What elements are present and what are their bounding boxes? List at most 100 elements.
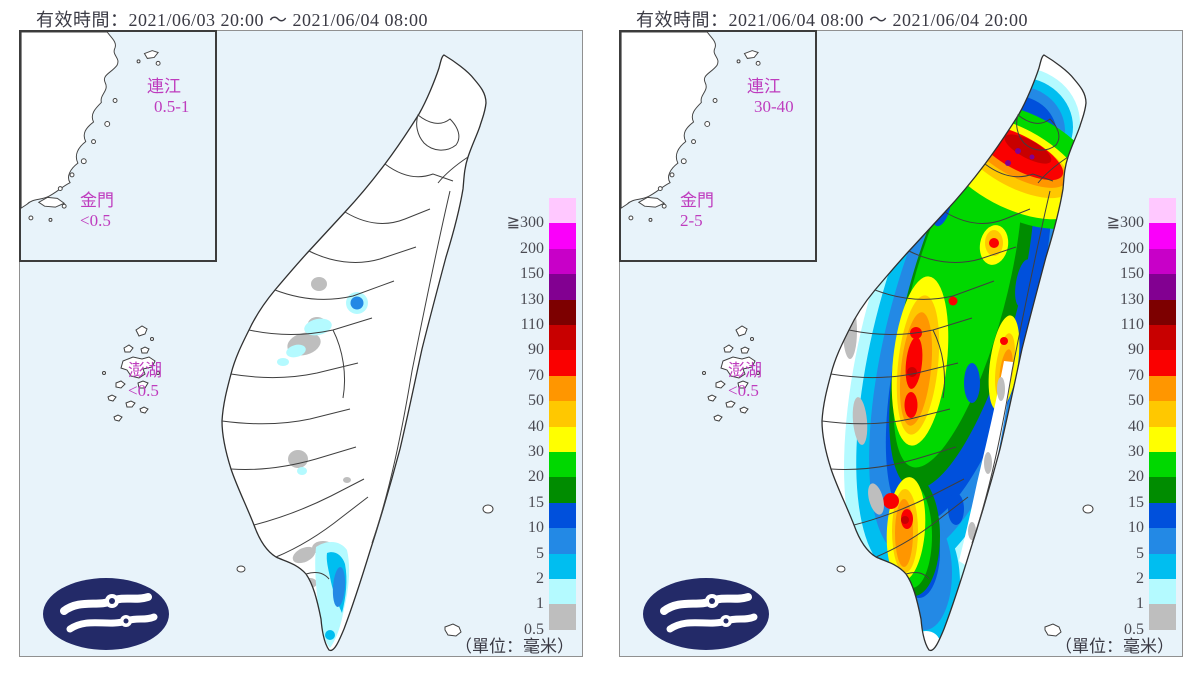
legend-color-swatch-40 <box>549 401 576 427</box>
legend-color-swatch-30 <box>1149 426 1176 452</box>
legend-threshold-label-2: 2 <box>536 570 544 587</box>
legend-color-swatch-20 <box>1149 452 1176 478</box>
legend-color-swatch-110 <box>1149 299 1176 325</box>
legend-threshold-label-30: 30 <box>528 443 544 460</box>
legend-threshold-label-15: 15 <box>528 493 544 511</box>
rainfall-shading-right <box>843 67 1086 651</box>
cwb-logo-right <box>642 577 770 651</box>
legend-threshold-label-70: 70 <box>1128 366 1144 384</box>
lienchiang-label-left: 連江 0.5-1 <box>147 77 189 118</box>
legend-threshold-label-1: 1 <box>536 595 544 613</box>
legend-color-swatch-15 <box>1149 477 1176 503</box>
legend-threshold-label-10: 10 <box>1128 519 1144 537</box>
legend-color-swatch-5 <box>549 528 576 554</box>
legend-threshold-label-1: 1 <box>1136 595 1144 613</box>
legend-threshold-label-130: 130 <box>1120 290 1144 308</box>
legend-threshold-label-200: 200 <box>1120 239 1144 257</box>
legend-threshold-label-70: 70 <box>528 366 544 384</box>
legend-color-swatch-0.5 <box>549 604 576 630</box>
kinmen-value: 2-5 <box>680 211 703 231</box>
legend-threshold-label-150: 150 <box>520 265 544 283</box>
kinmen-name: 金門 <box>80 191 114 210</box>
legend-color-swatch-70 <box>549 350 576 376</box>
legend-color-swatch-20 <box>549 452 576 478</box>
legend-color-swatch-5 <box>1149 528 1176 554</box>
lienchiang-name: 連江 <box>147 77 181 96</box>
legend-color-swatch-150 <box>1149 248 1176 275</box>
legend-threshold-label-50: 50 <box>528 392 544 410</box>
taiwan-map-right <box>702 54 1094 652</box>
kinmen-label-right: 金門 2-5 <box>680 191 714 232</box>
rainfall-legend-left: ≧300 200 150 130 110 90 70 50 40 30 20 15 10 5 2 1 0.5 <box>494 198 580 637</box>
cwb-logo-left <box>42 577 170 651</box>
penghu-label-right: 澎湖 <0.5 <box>728 361 762 402</box>
lienchiang-name: 連江 <box>747 77 781 96</box>
china-coast-inset-left <box>19 30 217 262</box>
penghu-name: 澎湖 <box>728 361 762 380</box>
legend-color-swatch-0.5 <box>1149 604 1176 630</box>
lienchiang-value: 30-40 <box>754 97 794 117</box>
legend-color-swatch-200 <box>1149 223 1176 249</box>
legend-color-swatch-70 <box>1149 350 1176 376</box>
legend-threshold-label-90: 90 <box>1128 341 1144 359</box>
legend-color-swatch-40 <box>1149 401 1176 427</box>
legend-threshold-label-20: 20 <box>1128 468 1144 486</box>
legend-threshold-label-15: 15 <box>1128 493 1144 511</box>
legend-color-swatch-1 <box>1149 579 1176 605</box>
legend-color-swatch-150 <box>549 248 576 275</box>
legend-threshold-label-20: 20 <box>528 468 544 486</box>
legend-color-swatch-30 <box>549 426 576 452</box>
valid-time-title-left: 有效時間：2021/06/03 20:00 ～ 2021/06/04 08:00 <box>36 10 429 30</box>
legend-color-swatch-2 <box>1149 553 1176 579</box>
forecast-panel-day: 連江 30-40 金門 2-5 澎湖 <0.5 ≧300 200 150 130 110… <box>619 30 1183 657</box>
unit-label-right: （單位：毫米） <box>1055 637 1174 656</box>
legend-threshold-label-50: 50 <box>1128 392 1144 410</box>
penghu-value: <0.5 <box>128 381 159 401</box>
lienchiang-label-right: 連江 30-40 <box>747 77 794 118</box>
legend-color-swatch-1 <box>549 579 576 605</box>
legend-threshold-label-0.5: 0.5 <box>524 620 544 638</box>
legend-threshold-label-10: 10 <box>528 519 544 537</box>
kinmen-name: 金門 <box>680 191 714 210</box>
legend-threshold-label-200: 200 <box>520 239 544 257</box>
china-coast-inset-right <box>619 30 817 262</box>
penghu-name: 澎湖 <box>128 361 162 380</box>
legend-color-swatch-50 <box>1149 375 1176 402</box>
legend-color-swatch-≧300 <box>549 198 576 224</box>
legend-color-swatch-10 <box>549 502 576 529</box>
legend-threshold-label-30: 30 <box>1128 443 1144 460</box>
legend-color-swatch-50 <box>549 375 576 402</box>
legend-threshold-label-≧300: ≧300 <box>1106 214 1144 232</box>
kinmen-label-left: 金門 <0.5 <box>80 191 114 232</box>
kinmen-value: <0.5 <box>80 211 111 231</box>
legend-color-swatch-130 <box>1149 274 1176 300</box>
legend-threshold-label-110: 110 <box>1120 316 1144 333</box>
legend-color-swatch-90 <box>1149 325 1176 351</box>
taiwan-map-left <box>102 54 494 652</box>
penghu-value: <0.5 <box>728 381 759 401</box>
china-coast-map <box>621 32 761 222</box>
forecast-panel-night: 連江 0.5-1 金門 <0.5 澎湖 <0.5 ≧300 200 150 130 11… <box>19 30 583 657</box>
unit-label-left: （單位：毫米） <box>455 637 574 656</box>
legend-threshold-label-130: 130 <box>520 290 544 308</box>
legend-threshold-label-0.5: 0.5 <box>1124 620 1144 638</box>
legend-threshold-label-40: 40 <box>528 417 544 435</box>
legend-threshold-label-2: 2 <box>1136 570 1144 587</box>
legend-color-swatch-90 <box>549 325 576 351</box>
legend-threshold-label-40: 40 <box>1128 417 1144 435</box>
legend-threshold-label-110: 110 <box>520 316 544 333</box>
rainfall-legend-right: ≧300 200 150 130 110 90 70 50 40 30 20 15 10 5 2 1 0.5 <box>1094 198 1180 637</box>
legend-threshold-label-90: 90 <box>528 341 544 359</box>
lienchiang-value: 0.5-1 <box>154 97 190 117</box>
legend-color-swatch-130 <box>549 274 576 300</box>
legend-color-swatch-15 <box>549 477 576 503</box>
legend-threshold-label-150: 150 <box>1120 265 1144 283</box>
legend-color-swatch-≧300 <box>1149 198 1176 224</box>
valid-time-title-right: 有效時間：2021/06/04 08:00 ～ 2021/06/04 20:00 <box>636 10 1029 30</box>
china-coast-map <box>21 32 161 222</box>
legend-threshold-label-5: 5 <box>536 544 544 562</box>
legend-color-swatch-200 <box>549 223 576 249</box>
legend-threshold-label-≧300: ≧300 <box>506 214 544 232</box>
legend-color-swatch-110 <box>549 299 576 325</box>
